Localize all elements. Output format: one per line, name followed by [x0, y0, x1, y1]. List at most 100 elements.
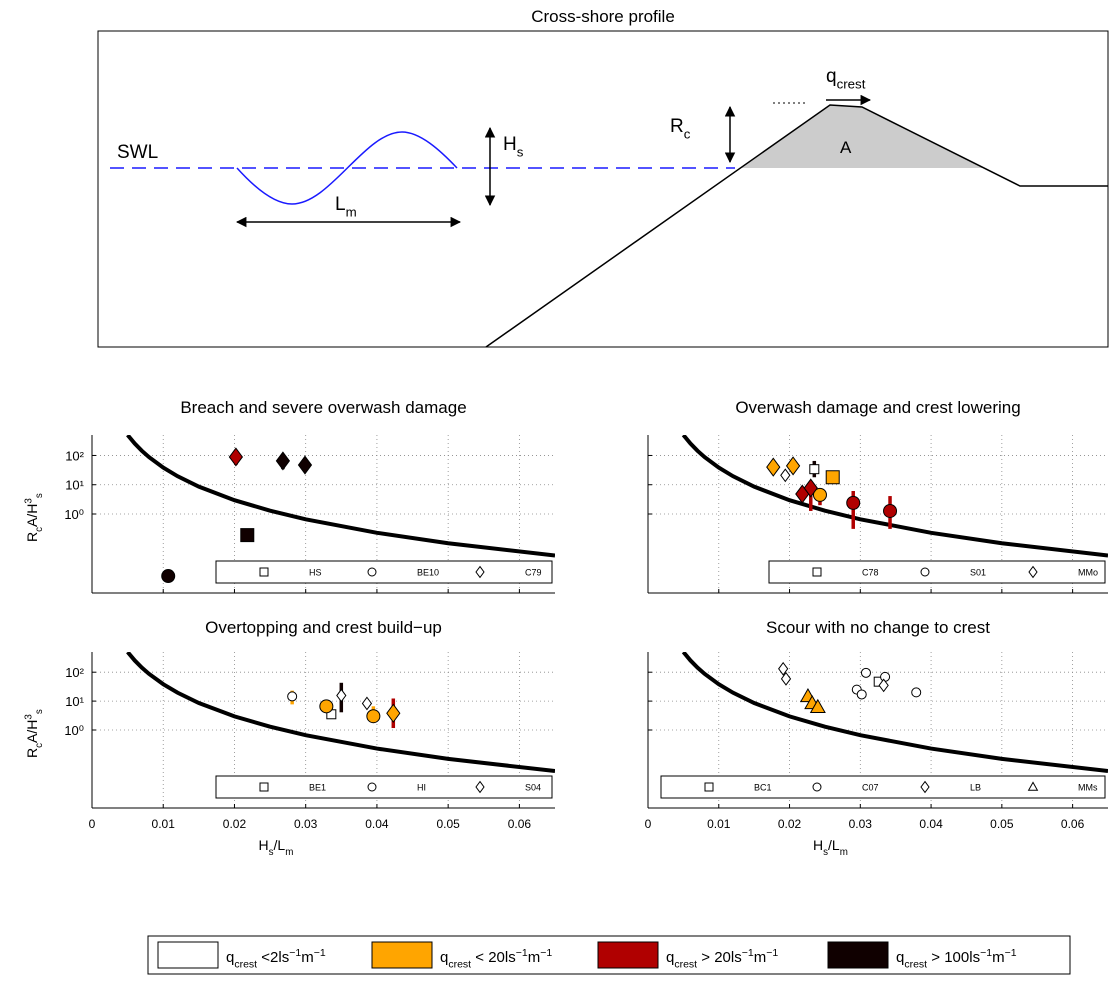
legend-entry-label-part: <2ls	[257, 949, 289, 966]
threshold-curve	[128, 435, 555, 556]
legend-entry-label-part: m	[301, 949, 314, 966]
x-axis-label-part: H	[259, 837, 269, 853]
marker-square	[241, 529, 254, 542]
marker-square	[260, 568, 268, 576]
y-axis-label-part: 3	[23, 498, 34, 504]
marker-diamond	[229, 448, 242, 466]
hs-label-part: s	[517, 145, 524, 160]
x-tick-label: 0.05	[990, 817, 1014, 831]
legend-label: HS	[309, 568, 322, 578]
x-axis-label-part: H	[813, 837, 823, 853]
marker-diamond	[787, 457, 800, 475]
threshold-curve	[683, 435, 1108, 556]
x-tick-label: 0.04	[919, 817, 943, 831]
legend-label: S04	[525, 783, 541, 793]
legend-label: BE10	[417, 568, 439, 578]
y-axis-label: RcA/H3s	[23, 493, 45, 542]
panel-title: Overtopping and crest build−up	[205, 618, 442, 637]
marker-diamond	[387, 704, 400, 722]
rc-label-part: R	[670, 116, 684, 137]
legend-swatch	[828, 942, 888, 968]
rc-label: Rc	[670, 116, 691, 142]
marker-circle	[912, 688, 921, 697]
legend-label: BE1	[309, 783, 326, 793]
lm-label-part: L	[335, 194, 346, 215]
x-tick-label: 0.06	[1061, 817, 1085, 831]
qcrest-label: qcrest	[826, 66, 866, 92]
legend-label: C07	[862, 783, 879, 793]
qcrest-label-part: q	[826, 66, 837, 87]
panel-title: Breach and severe overwash damage	[180, 398, 466, 417]
y-axis-label: RcA/H3s	[23, 709, 45, 758]
legend-entry-label-part: crest	[674, 958, 697, 970]
y-tick-label: 10⁰	[64, 723, 84, 738]
marker-square	[813, 568, 821, 576]
y-axis-label-part: s	[34, 493, 45, 498]
legend-entry-label-part: −1	[314, 947, 326, 959]
legend-entry-label-part: −1	[742, 947, 754, 959]
marker-circle	[368, 568, 376, 576]
marker-diamond	[276, 452, 289, 470]
area-label: A	[840, 138, 852, 157]
x-axis-label: Hs/Lm	[813, 837, 848, 858]
threshold-curve	[683, 652, 1108, 771]
panel-title: Scour with no change to crest	[766, 618, 990, 637]
y-tick-label: 10²	[65, 448, 84, 463]
legend-label: C79	[525, 568, 542, 578]
legend-entry-label-part: m	[754, 949, 767, 966]
x-tick-label: 0.05	[436, 817, 460, 831]
x-tick-label: 0	[645, 817, 652, 831]
y-tick-label: 10¹	[65, 478, 84, 493]
panel-title: Overwash damage and crest lowering	[735, 398, 1020, 417]
legend-swatch	[372, 942, 432, 968]
legend-entry-label-part: −1	[766, 947, 778, 959]
x-tick-label: 0.03	[294, 817, 318, 831]
legend-entry-label-part: −1	[540, 947, 552, 959]
y-axis-label-part: R	[24, 748, 40, 758]
y-axis-label-part: R	[24, 532, 40, 542]
legend-entry-label-part: −1	[289, 947, 301, 959]
y-axis-label-part: s	[34, 709, 45, 714]
lm-label: Lm	[335, 194, 357, 220]
diagram-title: Cross-shore profile	[531, 7, 675, 26]
panel: Scour with no change to crest00.010.020.…	[645, 618, 1108, 858]
marker-diamond	[781, 469, 790, 481]
legend-entry-label-part: q	[226, 949, 234, 966]
y-axis-label-part: A/H	[24, 720, 40, 743]
marker-square	[260, 783, 268, 791]
legend-swatch	[598, 942, 658, 968]
y-tick-label: 10⁰	[64, 507, 84, 522]
legend-swatch	[158, 942, 218, 968]
y-tick-label: 10¹	[65, 694, 84, 709]
legend-label: LB	[970, 783, 981, 793]
legend-entry-label-part: q	[440, 949, 448, 966]
x-tick-label: 0.06	[508, 817, 532, 831]
figure: Cross-shore profile SWL A HsLmRcqcrestBr…	[0, 0, 1110, 983]
hs-label: Hs	[503, 134, 524, 160]
legend-label: S01	[970, 568, 986, 578]
legend-entry-label-part: q	[896, 949, 904, 966]
y-axis-label-part: 3	[23, 714, 34, 720]
panel: Breach and severe overwash damage 10⁰ 10¹ 1…	[23, 398, 555, 593]
legend-frame	[661, 776, 1105, 798]
marker-circle	[881, 672, 890, 681]
legend-entry-label-part: m	[528, 949, 541, 966]
x-tick-label: 0	[89, 817, 96, 831]
marker-circle	[921, 568, 929, 576]
marker-circle	[320, 700, 333, 713]
legend-entry-label-part: crest	[448, 958, 471, 970]
panel: Overwash damage and crest lowering C78 S01…	[648, 398, 1108, 593]
x-axis-label-part: m	[840, 847, 848, 858]
rc-label-part: c	[684, 127, 691, 142]
qcrest-label-part: crest	[837, 77, 866, 92]
legend-label: C78	[862, 568, 879, 578]
x-tick-label: 0.01	[707, 817, 731, 831]
marker-square	[826, 471, 839, 484]
legend-entry-label-part: −1	[1005, 947, 1017, 959]
legend-entry-label-part: m	[992, 949, 1005, 966]
y-axis-label-part: A/H	[24, 504, 40, 527]
marker-square	[810, 465, 819, 474]
legend-entry-label-part: −1	[516, 947, 528, 959]
x-axis-label: Hs/Lm	[259, 837, 294, 858]
